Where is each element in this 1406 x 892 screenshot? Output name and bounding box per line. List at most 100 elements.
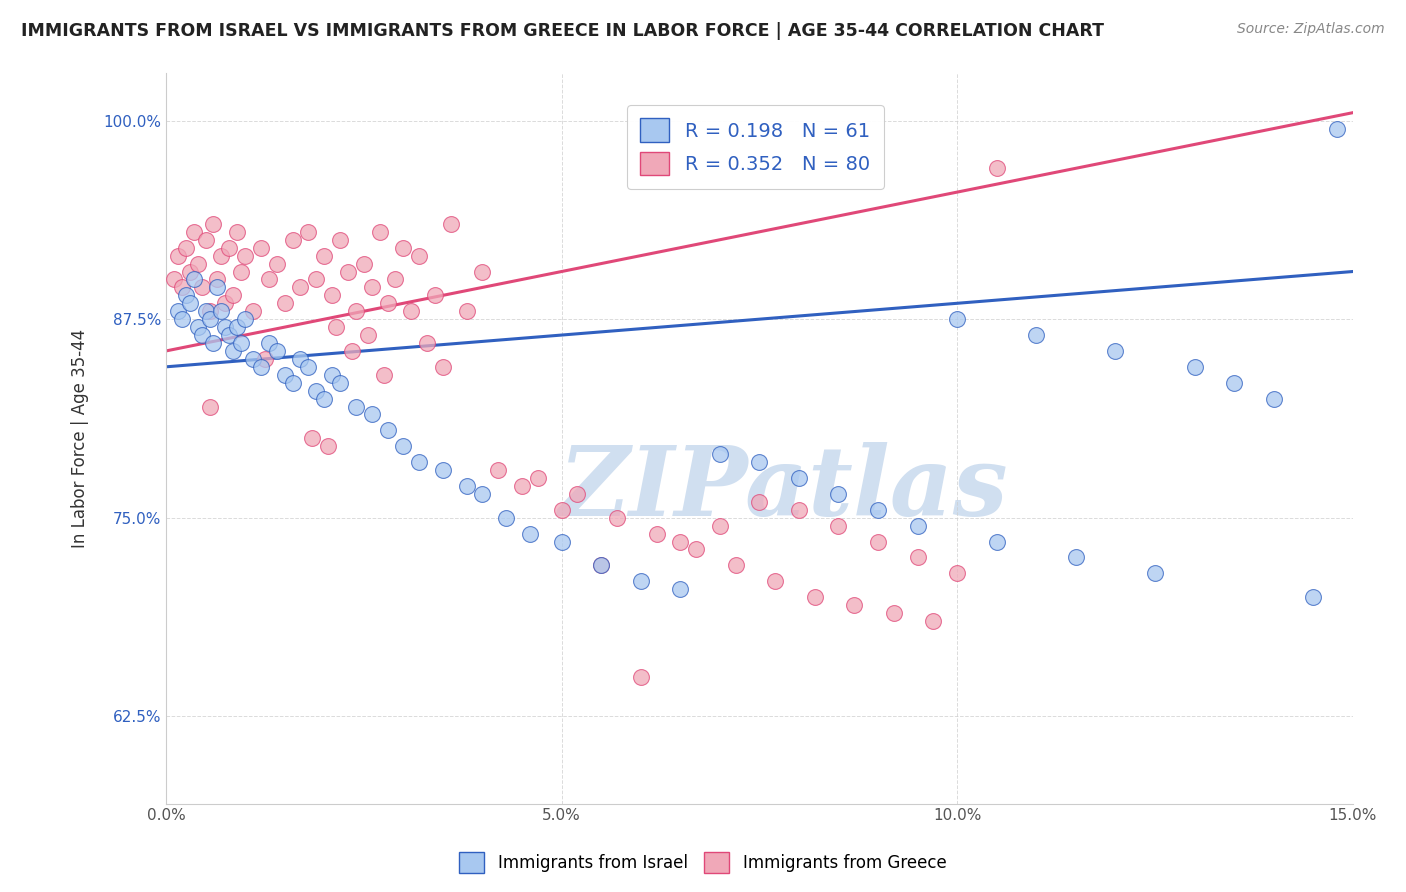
Point — [709, 447, 731, 461]
Point — [226, 225, 249, 239]
Point — [748, 455, 770, 469]
Point — [486, 463, 509, 477]
Point — [724, 558, 747, 573]
Point — [907, 550, 929, 565]
Point — [174, 288, 197, 302]
Point — [1326, 121, 1348, 136]
Point — [166, 249, 188, 263]
Point — [645, 526, 668, 541]
Point — [1184, 359, 1206, 374]
Point — [408, 455, 430, 469]
Point — [392, 439, 415, 453]
Point — [321, 288, 343, 302]
Point — [495, 510, 517, 524]
Point — [170, 312, 193, 326]
Point — [344, 400, 367, 414]
Point — [340, 343, 363, 358]
Point — [179, 296, 201, 310]
Point — [290, 280, 312, 294]
Point — [606, 510, 628, 524]
Point — [242, 304, 264, 318]
Point — [250, 241, 273, 255]
Point — [281, 233, 304, 247]
Point — [763, 574, 786, 589]
Point — [218, 241, 240, 255]
Point — [357, 328, 380, 343]
Point — [325, 320, 347, 334]
Point — [510, 479, 533, 493]
Point — [550, 534, 572, 549]
Point — [471, 487, 494, 501]
Point — [591, 558, 613, 573]
Point — [187, 256, 209, 270]
Point — [986, 161, 1008, 176]
Point — [314, 392, 336, 406]
Point — [273, 296, 295, 310]
Point — [305, 384, 328, 398]
Point — [883, 606, 905, 620]
Point — [384, 272, 406, 286]
Point — [209, 304, 232, 318]
Point — [222, 288, 245, 302]
Point — [669, 534, 692, 549]
Point — [194, 233, 217, 247]
Point — [198, 312, 221, 326]
Point — [242, 351, 264, 366]
Point — [471, 264, 494, 278]
Point — [1104, 343, 1126, 358]
Y-axis label: In Labor Force | Age 35-44: In Labor Force | Age 35-44 — [72, 329, 89, 548]
Point — [456, 304, 478, 318]
Point — [907, 518, 929, 533]
Point — [527, 471, 550, 485]
Point — [827, 487, 849, 501]
Point — [360, 280, 382, 294]
Point — [432, 463, 454, 477]
Point — [456, 479, 478, 493]
Point — [329, 376, 352, 390]
Point — [1263, 392, 1285, 406]
Point — [1223, 376, 1246, 390]
Point — [222, 343, 245, 358]
Point — [198, 304, 221, 318]
Point — [440, 217, 463, 231]
Point — [290, 351, 312, 366]
Point — [1064, 550, 1087, 565]
Point — [321, 368, 343, 382]
Point — [207, 272, 229, 286]
Point — [669, 582, 692, 597]
Legend: Immigrants from Israel, Immigrants from Greece: Immigrants from Israel, Immigrants from … — [453, 846, 953, 880]
Point — [233, 312, 256, 326]
Point — [336, 264, 359, 278]
Point — [190, 280, 212, 294]
Point — [360, 408, 382, 422]
Point — [202, 217, 225, 231]
Point — [787, 471, 810, 485]
Point — [218, 328, 240, 343]
Point — [209, 249, 232, 263]
Point — [399, 304, 422, 318]
Point — [550, 502, 572, 516]
Point — [630, 669, 652, 683]
Point — [183, 225, 205, 239]
Point — [709, 518, 731, 533]
Point — [519, 526, 541, 541]
Text: ZIPatlas: ZIPatlas — [558, 442, 1008, 536]
Point — [748, 495, 770, 509]
Point — [207, 280, 229, 294]
Point — [297, 359, 319, 374]
Point — [685, 542, 707, 557]
Point — [198, 400, 221, 414]
Text: IMMIGRANTS FROM ISRAEL VS IMMIGRANTS FROM GREECE IN LABOR FORCE | AGE 35-44 CORR: IMMIGRANTS FROM ISRAEL VS IMMIGRANTS FRO… — [21, 22, 1104, 40]
Point — [226, 320, 249, 334]
Point — [1302, 590, 1324, 604]
Point — [297, 225, 319, 239]
Point — [392, 241, 415, 255]
Point — [214, 296, 236, 310]
Point — [170, 280, 193, 294]
Point — [214, 320, 236, 334]
Point — [344, 304, 367, 318]
Point — [273, 368, 295, 382]
Point — [257, 336, 280, 351]
Point — [174, 241, 197, 255]
Point — [166, 304, 188, 318]
